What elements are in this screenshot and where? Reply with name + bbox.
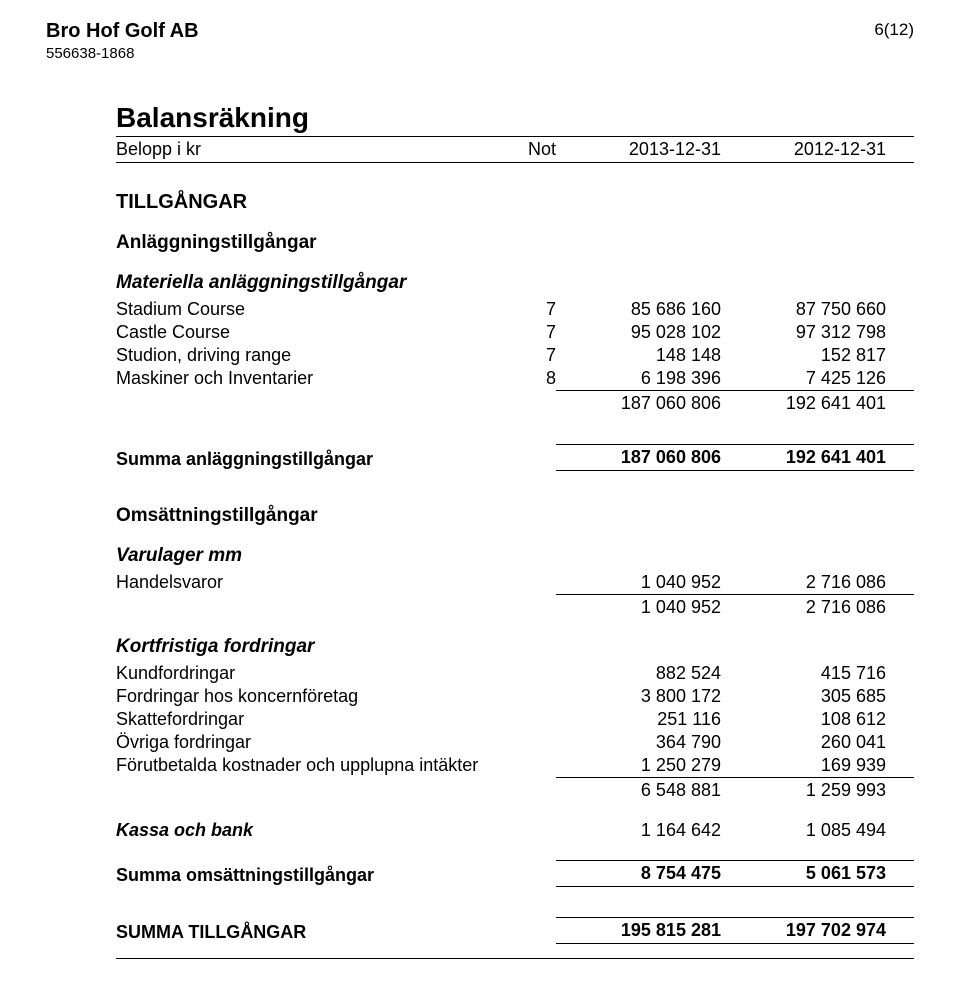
row-value: 169 939 [721, 755, 886, 776]
table-row: Handelsvaror 1 040 952 2 716 086 [116, 571, 914, 594]
row-value: 152 817 [721, 345, 886, 366]
row-value: 197 702 974 [721, 920, 886, 941]
table-row: Fordringar hos koncernföretag 3 800 172 … [116, 685, 914, 708]
row-value: 85 686 160 [556, 299, 721, 320]
table-row: Maskiner och Inventarier 8 6 198 396 7 4… [116, 367, 914, 390]
table-row: Övriga fordringar 364 790 260 041 [116, 731, 914, 754]
table-row: Studion, driving range 7 148 148 152 817 [116, 344, 914, 367]
row-value: 305 685 [721, 686, 886, 707]
row-note: 8 [486, 368, 556, 389]
row-label: Castle Course [116, 322, 486, 343]
row-value: 148 148 [556, 345, 721, 366]
row-value: 7 425 126 [721, 368, 886, 389]
row-value: 2 716 086 [721, 572, 886, 593]
row-value: 192 641 401 [721, 391, 886, 414]
company-name: Bro Hof Golf AB [46, 20, 199, 43]
table-row: Castle Course 7 95 028 102 97 312 798 [116, 321, 914, 344]
row-value: 1 164 642 [556, 820, 721, 841]
row-value: 195 815 281 [556, 920, 721, 941]
section-anlaggning: Anläggningstillgångar [116, 232, 914, 254]
row-value: 1 250 279 [556, 755, 721, 776]
page-title: Balansräkning [116, 102, 914, 134]
row-value: 187 060 806 [556, 447, 721, 468]
row-label: Övriga fordringar [116, 732, 486, 753]
subtotal-row: 187 060 806 192 641 401 [556, 390, 914, 414]
row-value: 3 800 172 [556, 686, 721, 707]
table-row: Förutbetalda kostnader och upplupna intä… [116, 754, 914, 777]
row-value: 6 198 396 [556, 368, 721, 389]
subtotal-row: 6 548 881 1 259 993 [556, 777, 914, 801]
row-value: 260 041 [721, 732, 886, 753]
row-label: SUMMA TILLGÅNGAR [116, 922, 486, 943]
row-value: 1 259 993 [721, 778, 886, 801]
row-value: 1 040 952 [556, 595, 721, 618]
row-value: 192 641 401 [721, 447, 886, 468]
row-label: Studion, driving range [116, 345, 486, 366]
table-row: Kassa och bank 1 164 642 1 085 494 [116, 819, 914, 842]
row-value: 251 116 [556, 709, 721, 730]
row-value: 87 750 660 [721, 299, 886, 320]
row-value: 95 028 102 [556, 322, 721, 343]
row-label: Skattefordringar [116, 709, 486, 730]
page-number: 6(12) [874, 20, 914, 40]
section-varulager: Varulager mm [116, 545, 914, 567]
row-label: Stadium Course [116, 299, 486, 320]
section-kortfristiga: Kortfristiga fordringar [116, 636, 914, 658]
row-label: Summa anläggningstillgångar [116, 449, 486, 470]
row-value: 1 040 952 [556, 572, 721, 593]
row-value: 415 716 [721, 663, 886, 684]
col-header-2: 2012-12-31 [721, 139, 886, 160]
table-row: Skattefordringar 251 116 108 612 [116, 708, 914, 731]
row-value: 6 548 881 [556, 778, 721, 801]
col-header-label: Belopp i kr [116, 139, 486, 160]
row-value: 8 754 475 [556, 863, 721, 884]
col-header-note: Not [486, 139, 556, 160]
row-label: Kundfordringar [116, 663, 486, 684]
row-label: Maskiner och Inventarier [116, 368, 486, 389]
row-label: Handelsvaror [116, 572, 486, 593]
subtotal-row: 1 040 952 2 716 086 [556, 594, 914, 618]
row-value: 882 524 [556, 663, 721, 684]
row-label: Summa omsättningstillgångar [116, 865, 486, 886]
row-label: Kassa och bank [116, 820, 486, 841]
row-value: 364 790 [556, 732, 721, 753]
section-materiella: Materiella anläggningstillgångar [116, 272, 914, 294]
row-value: 5 061 573 [721, 863, 886, 884]
table-row: Kundfordringar 882 524 415 716 [116, 662, 914, 685]
row-value: 108 612 [721, 709, 886, 730]
row-note: 7 [486, 299, 556, 320]
col-header-1: 2013-12-31 [556, 139, 721, 160]
org-number: 556638-1868 [46, 45, 199, 62]
row-label: Fordringar hos koncernföretag [116, 686, 486, 707]
section-tillgangar: TILLGÅNGAR [116, 191, 914, 214]
row-label: Förutbetalda kostnader och upplupna intä… [116, 755, 556, 776]
table-row: Stadium Course 7 85 686 160 87 750 660 [116, 298, 914, 321]
row-value: 97 312 798 [721, 322, 886, 343]
row-value: 2 716 086 [721, 595, 886, 618]
section-omsattning: Omsättningstillgångar [116, 505, 914, 527]
row-value: 1 085 494 [721, 820, 886, 841]
row-value: 187 060 806 [556, 391, 721, 414]
row-note: 7 [486, 322, 556, 343]
row-note: 7 [486, 345, 556, 366]
